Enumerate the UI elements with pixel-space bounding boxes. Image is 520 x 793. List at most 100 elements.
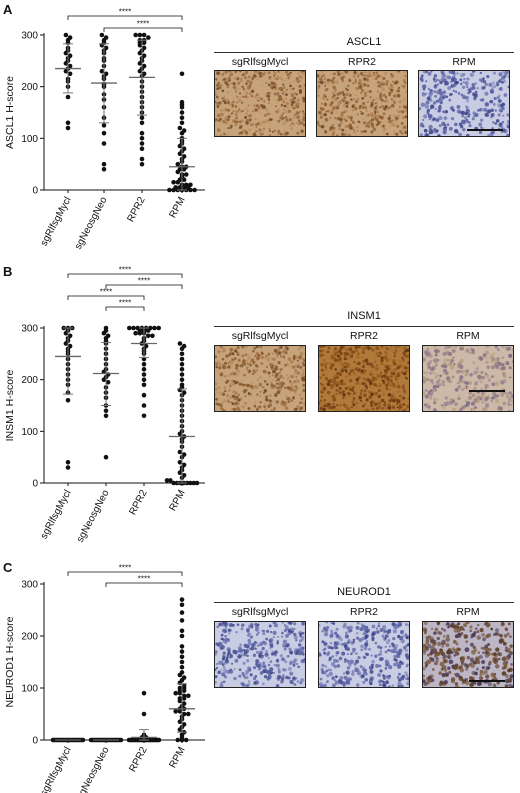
data-point (141, 690, 147, 696)
scatter-plot-insm1: 0 100 200 300 INSM1 H-score sgRlfsgMycl sgNeos… (4, 266, 205, 544)
data-point (179, 372, 185, 377)
data-point (179, 351, 185, 357)
micrograph-texture (317, 71, 407, 136)
data-point (63, 61, 69, 66)
x-tick-label: RPM (167, 745, 187, 770)
data-point (137, 50, 143, 56)
data-point (118, 737, 124, 743)
data-point (179, 610, 185, 615)
significance-label: **** (119, 266, 131, 275)
divider (214, 326, 514, 327)
data-point (141, 403, 147, 408)
x-tick-label: RPM (167, 488, 187, 513)
data-point (137, 330, 143, 336)
micrograph-texture (319, 346, 409, 411)
data-point (101, 141, 107, 146)
micrograph-image (214, 621, 306, 688)
data-point (175, 169, 181, 175)
significance-label: **** (137, 20, 149, 29)
data-point (173, 690, 178, 696)
data-point (179, 644, 185, 649)
data-point (175, 180, 181, 185)
data-point (101, 330, 107, 336)
data-point (127, 325, 132, 331)
data-point (139, 156, 145, 162)
data-point (177, 470, 183, 475)
micrograph-image (316, 70, 408, 137)
micrograph-texture (215, 346, 305, 411)
data-point (179, 664, 185, 670)
data-point (141, 392, 147, 398)
data-point (192, 187, 197, 193)
data-point (105, 380, 111, 385)
micrograph-label: sgRlfsgMycl (231, 56, 289, 68)
data-point (137, 68, 143, 74)
data-point (186, 693, 191, 699)
data-point (194, 480, 200, 486)
data-point (63, 32, 69, 38)
data-point (141, 361, 147, 367)
micrograph-label: sgRlfsgMycl (231, 330, 289, 342)
x-tick-label: sgRlfsgMycl (39, 745, 74, 793)
data-point (177, 151, 183, 157)
data-point (164, 478, 170, 483)
data-point (177, 672, 183, 678)
micrograph-title: NEUROD1 (337, 586, 391, 598)
data-point (177, 698, 183, 704)
data-point (179, 654, 185, 660)
data-point (171, 187, 176, 193)
data-point (183, 737, 189, 743)
data-point (141, 377, 147, 382)
data-point (152, 325, 157, 331)
y-axis-label: INSM1 H-score (4, 369, 16, 441)
x-tick-label: RPR2 (127, 745, 149, 774)
data-point (175, 737, 181, 743)
data-point (179, 737, 185, 743)
data-point (179, 115, 185, 120)
x-tick-label: sgRlfsgMycl (39, 195, 74, 248)
divider (214, 52, 514, 53)
data-point (179, 649, 185, 654)
data-point (63, 68, 69, 74)
data-point (63, 341, 69, 346)
data-point (146, 35, 151, 40)
data-point (141, 413, 147, 419)
micrograph-image (214, 345, 306, 412)
data-point (179, 628, 185, 634)
micrograph-texture (423, 622, 513, 687)
data-point (177, 719, 183, 725)
significance-bracket (67, 273, 183, 278)
data-point (65, 125, 71, 131)
data-point (171, 180, 176, 185)
data-point (179, 346, 185, 351)
y-tick-label: 100 (21, 427, 38, 438)
data-point (181, 688, 187, 693)
data-point (141, 40, 147, 46)
data-point (101, 130, 107, 136)
micrograph-title: ASCL1 (346, 36, 382, 48)
significance-bracket (67, 15, 183, 20)
y-tick-label: 300 (21, 324, 38, 335)
data-point (177, 449, 183, 455)
data-point (103, 413, 109, 419)
micrograph-texture (215, 71, 305, 136)
data-point (179, 377, 185, 382)
data-point (150, 333, 155, 339)
data-point (183, 172, 189, 177)
data-point (177, 460, 183, 465)
scale-bar (469, 680, 505, 682)
micrograph-label: RPM (456, 330, 480, 342)
data-point (137, 61, 143, 66)
panel-letter: B (3, 264, 13, 279)
data-point (179, 130, 185, 136)
scatter-plot-neurod1: 0 100 200 300 NEUROD1 H-score sgRlfsgMycl sgNe… (4, 564, 205, 793)
data-point (131, 325, 136, 331)
data-point (179, 597, 185, 602)
data-point (63, 330, 69, 336)
data-point (139, 130, 145, 136)
data-point (139, 161, 145, 167)
y-tick-label: 100 (21, 134, 38, 145)
data-point (139, 120, 145, 126)
micrograph-image (318, 621, 410, 688)
micrograph-label: sgRlfsgMycl (231, 606, 289, 618)
